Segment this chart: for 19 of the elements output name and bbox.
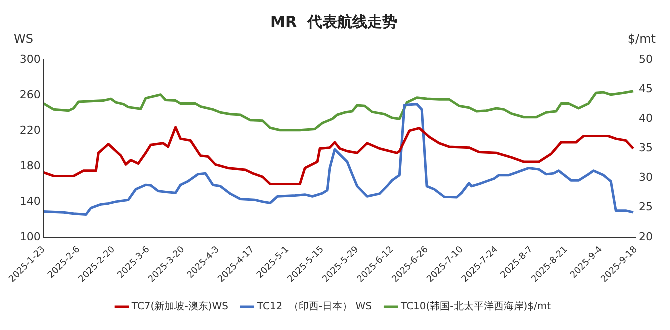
y2-tick-label: 20 [639,230,654,244]
y2-tick-label: 35 [639,142,654,155]
y-tick-label: 260 [20,88,41,102]
y-tick-label: 140 [20,194,41,208]
y-tick-label: 300 [20,52,41,66]
y2-tick-label: 40 [639,112,654,125]
y2-tick-label: 25 [639,200,654,214]
y2-tick-label: 50 [639,52,654,66]
y-axis-title: WS [14,32,34,46]
y-tick-label: 180 [20,159,41,172]
legend-label: TC12 （印西-日本） WS [256,300,372,313]
legend-label: TC7(新加坡-澳东)WS [130,300,228,313]
y-tick-label: 220 [20,124,41,137]
y-tick-label: 100 [20,230,41,244]
chart-title: MR 代表航线走势 [270,12,398,31]
y2-axis-title: $/mt [628,32,656,46]
y2-tick-label: 45 [639,82,654,96]
legend-label: TC10(韩国-北太平洋西海岸)$/mt [400,300,552,313]
y2-tick-label: 30 [639,171,654,184]
